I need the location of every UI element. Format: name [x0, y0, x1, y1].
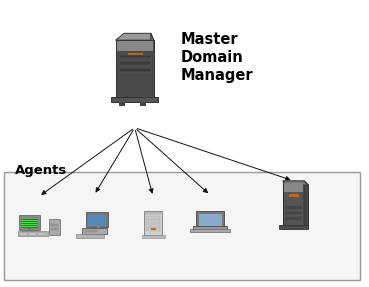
- Bar: [38, 233, 45, 235]
- Bar: [51, 224, 58, 226]
- Bar: [85, 230, 97, 232]
- Bar: [199, 214, 222, 226]
- Bar: [88, 215, 106, 226]
- Bar: [51, 228, 58, 230]
- Bar: [144, 211, 162, 235]
- Bar: [142, 235, 165, 238]
- Polygon shape: [304, 181, 308, 229]
- Bar: [118, 61, 151, 65]
- Bar: [145, 212, 161, 214]
- Bar: [21, 226, 38, 227]
- Text: Master
Domain
Manager: Master Domain Manager: [181, 32, 254, 83]
- Bar: [285, 212, 301, 214]
- Bar: [21, 220, 38, 221]
- Bar: [49, 219, 60, 235]
- Polygon shape: [115, 33, 154, 40]
- Bar: [128, 53, 143, 57]
- Bar: [193, 226, 227, 230]
- Bar: [117, 41, 152, 51]
- Bar: [4, 172, 360, 280]
- Bar: [92, 228, 103, 230]
- Bar: [29, 233, 36, 235]
- Bar: [196, 211, 224, 227]
- Bar: [283, 181, 304, 225]
- Bar: [118, 68, 151, 72]
- Text: Agents: Agents: [15, 164, 67, 177]
- Bar: [82, 228, 107, 234]
- Bar: [119, 102, 125, 106]
- Bar: [20, 233, 27, 235]
- Bar: [146, 216, 160, 219]
- Bar: [111, 97, 158, 102]
- Bar: [285, 206, 301, 209]
- Bar: [151, 228, 156, 230]
- Bar: [18, 231, 48, 236]
- Bar: [76, 234, 104, 238]
- Bar: [19, 215, 40, 230]
- Bar: [146, 224, 160, 227]
- Bar: [21, 219, 38, 228]
- Bar: [118, 55, 151, 58]
- Bar: [97, 226, 100, 229]
- Bar: [289, 194, 299, 197]
- Bar: [190, 229, 230, 232]
- Bar: [284, 183, 303, 192]
- Bar: [22, 230, 37, 232]
- Bar: [146, 228, 160, 231]
- Bar: [115, 40, 154, 98]
- Polygon shape: [283, 181, 308, 185]
- Bar: [146, 220, 160, 223]
- Bar: [140, 102, 146, 106]
- Bar: [86, 212, 108, 227]
- Bar: [21, 222, 38, 223]
- Polygon shape: [151, 33, 154, 98]
- Bar: [28, 228, 31, 231]
- Bar: [279, 225, 308, 229]
- Bar: [285, 217, 301, 220]
- Bar: [21, 224, 38, 225]
